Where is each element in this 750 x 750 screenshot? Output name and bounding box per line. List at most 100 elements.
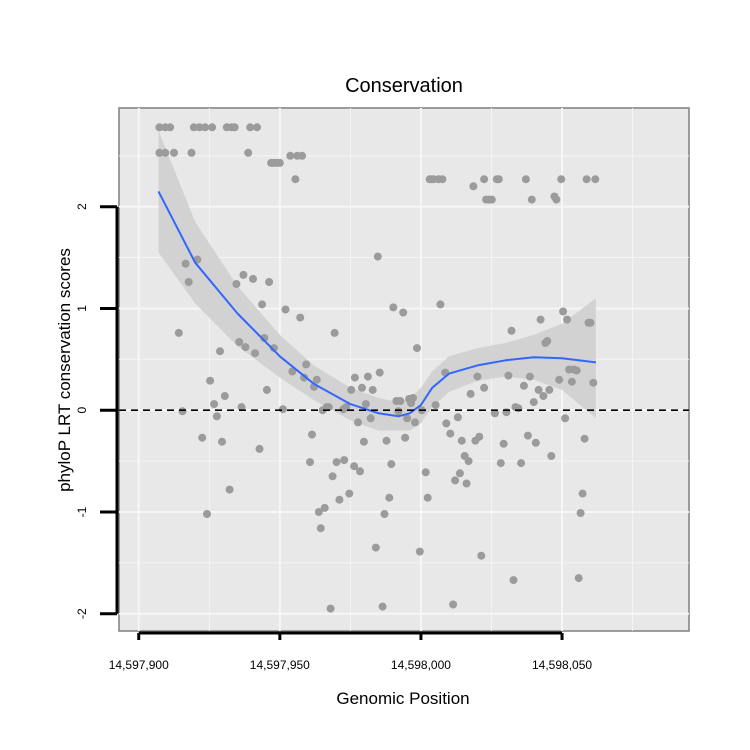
data-point-129: [464, 457, 473, 466]
data-point-7: [178, 407, 187, 416]
x-tick-label: 14,598,050: [532, 658, 592, 672]
data-point-130: [466, 389, 475, 398]
data-point-124: [453, 413, 462, 422]
data-point-121: [446, 429, 455, 438]
data-point-184: [586, 318, 595, 327]
data-point-35: [249, 274, 257, 283]
data-point-84: [361, 400, 370, 409]
data-point-168: [552, 195, 561, 204]
data-point-141: [490, 409, 499, 418]
data-point-178: [574, 574, 583, 583]
data-point-2: [166, 123, 175, 132]
data-point-54: [296, 313, 305, 322]
data-point-155: [523, 431, 532, 440]
data-point-55: [298, 151, 307, 160]
y-tick-label: -1: [75, 506, 89, 517]
data-point-128: [462, 479, 471, 488]
data-point-165: [545, 385, 554, 394]
data-point-177: [572, 366, 581, 375]
data-point-160: [534, 385, 543, 394]
data-point-157: [527, 195, 536, 204]
data-point-158: [529, 398, 538, 407]
smooth-curve: [157, 190, 597, 418]
data-point-47: [275, 158, 284, 167]
data-point-161: [536, 315, 545, 324]
data-point-154: [521, 175, 530, 184]
data-point-59: [308, 430, 316, 439]
data-point-42: [265, 278, 274, 286]
data-point-21: [216, 347, 224, 356]
data-point-85: [363, 372, 372, 381]
data-point-94: [385, 493, 394, 502]
data-point-147: [504, 371, 513, 380]
confidence-band-layer: [158, 130, 596, 431]
data-point-16: [203, 510, 211, 518]
data-point-29: [235, 338, 244, 346]
data-point-5: [170, 148, 178, 157]
y-tick-label: 0: [75, 407, 89, 414]
data-point-179: [576, 509, 585, 517]
data-point-117: [436, 300, 445, 309]
data-point-15: [201, 123, 210, 132]
data-point-175: [567, 377, 576, 386]
data-point-100: [399, 308, 408, 317]
data-point-17: [206, 376, 215, 385]
x-tick-label: 14,598,000: [391, 658, 451, 672]
data-point-49: [281, 305, 290, 314]
data-point-3: [155, 148, 164, 157]
data-point-101: [401, 433, 410, 442]
data-point-41: [262, 385, 271, 394]
data-point-30: [237, 403, 246, 412]
data-point-111: [423, 493, 432, 502]
data-point-62: [314, 508, 323, 516]
data-point-134: [475, 432, 484, 441]
data-point-93: [382, 436, 391, 445]
data-point-70: [330, 328, 339, 337]
data-point-95: [387, 460, 396, 469]
confidence-band: [158, 130, 596, 431]
data-point-166: [547, 452, 556, 460]
data-point-52: [291, 175, 300, 184]
data-point-102: [403, 414, 412, 423]
data-point-120: [442, 419, 451, 428]
data-point-33: [244, 148, 253, 157]
y-tick-label: 2: [75, 203, 89, 210]
chart-title: Conservation: [345, 75, 463, 97]
data-point-135: [477, 551, 486, 560]
data-point-25: [225, 485, 234, 494]
data-point-105: [409, 394, 417, 402]
data-point-136: [480, 383, 489, 392]
data-point-57: [302, 360, 311, 369]
x-tick-label: 14,597,950: [250, 658, 310, 672]
data-point-45: [269, 344, 278, 353]
data-point-110: [421, 468, 430, 477]
data-point-37: [253, 123, 261, 132]
data-point-80: [354, 418, 362, 427]
data-point-133: [473, 372, 482, 381]
data-point-99: [396, 397, 405, 405]
data-point-14: [198, 433, 207, 442]
data-point-28: [232, 280, 241, 288]
data-point-72: [335, 495, 344, 504]
data-point-83: [359, 437, 368, 446]
x-axis-label: Genomic Position: [336, 689, 469, 708]
data-point-126: [457, 436, 466, 445]
data-point-171: [559, 307, 568, 316]
data-point-125: [455, 469, 464, 478]
data-point-27: [230, 123, 239, 132]
data-point-185: [589, 378, 598, 387]
data-point-18: [208, 123, 217, 132]
data-point-78: [350, 462, 359, 471]
data-point-10: [187, 148, 196, 157]
data-point-131: [469, 182, 478, 191]
data-point-169: [555, 375, 564, 384]
data-point-12: [195, 123, 204, 132]
data-point-182: [582, 175, 591, 184]
y-axis-label: phyloP LRT conservation scores: [55, 248, 74, 492]
data-point-90: [375, 368, 384, 377]
data-point-75: [342, 403, 351, 412]
data-point-91: [378, 602, 387, 611]
data-point-50: [286, 151, 295, 160]
data-point-92: [380, 510, 389, 518]
